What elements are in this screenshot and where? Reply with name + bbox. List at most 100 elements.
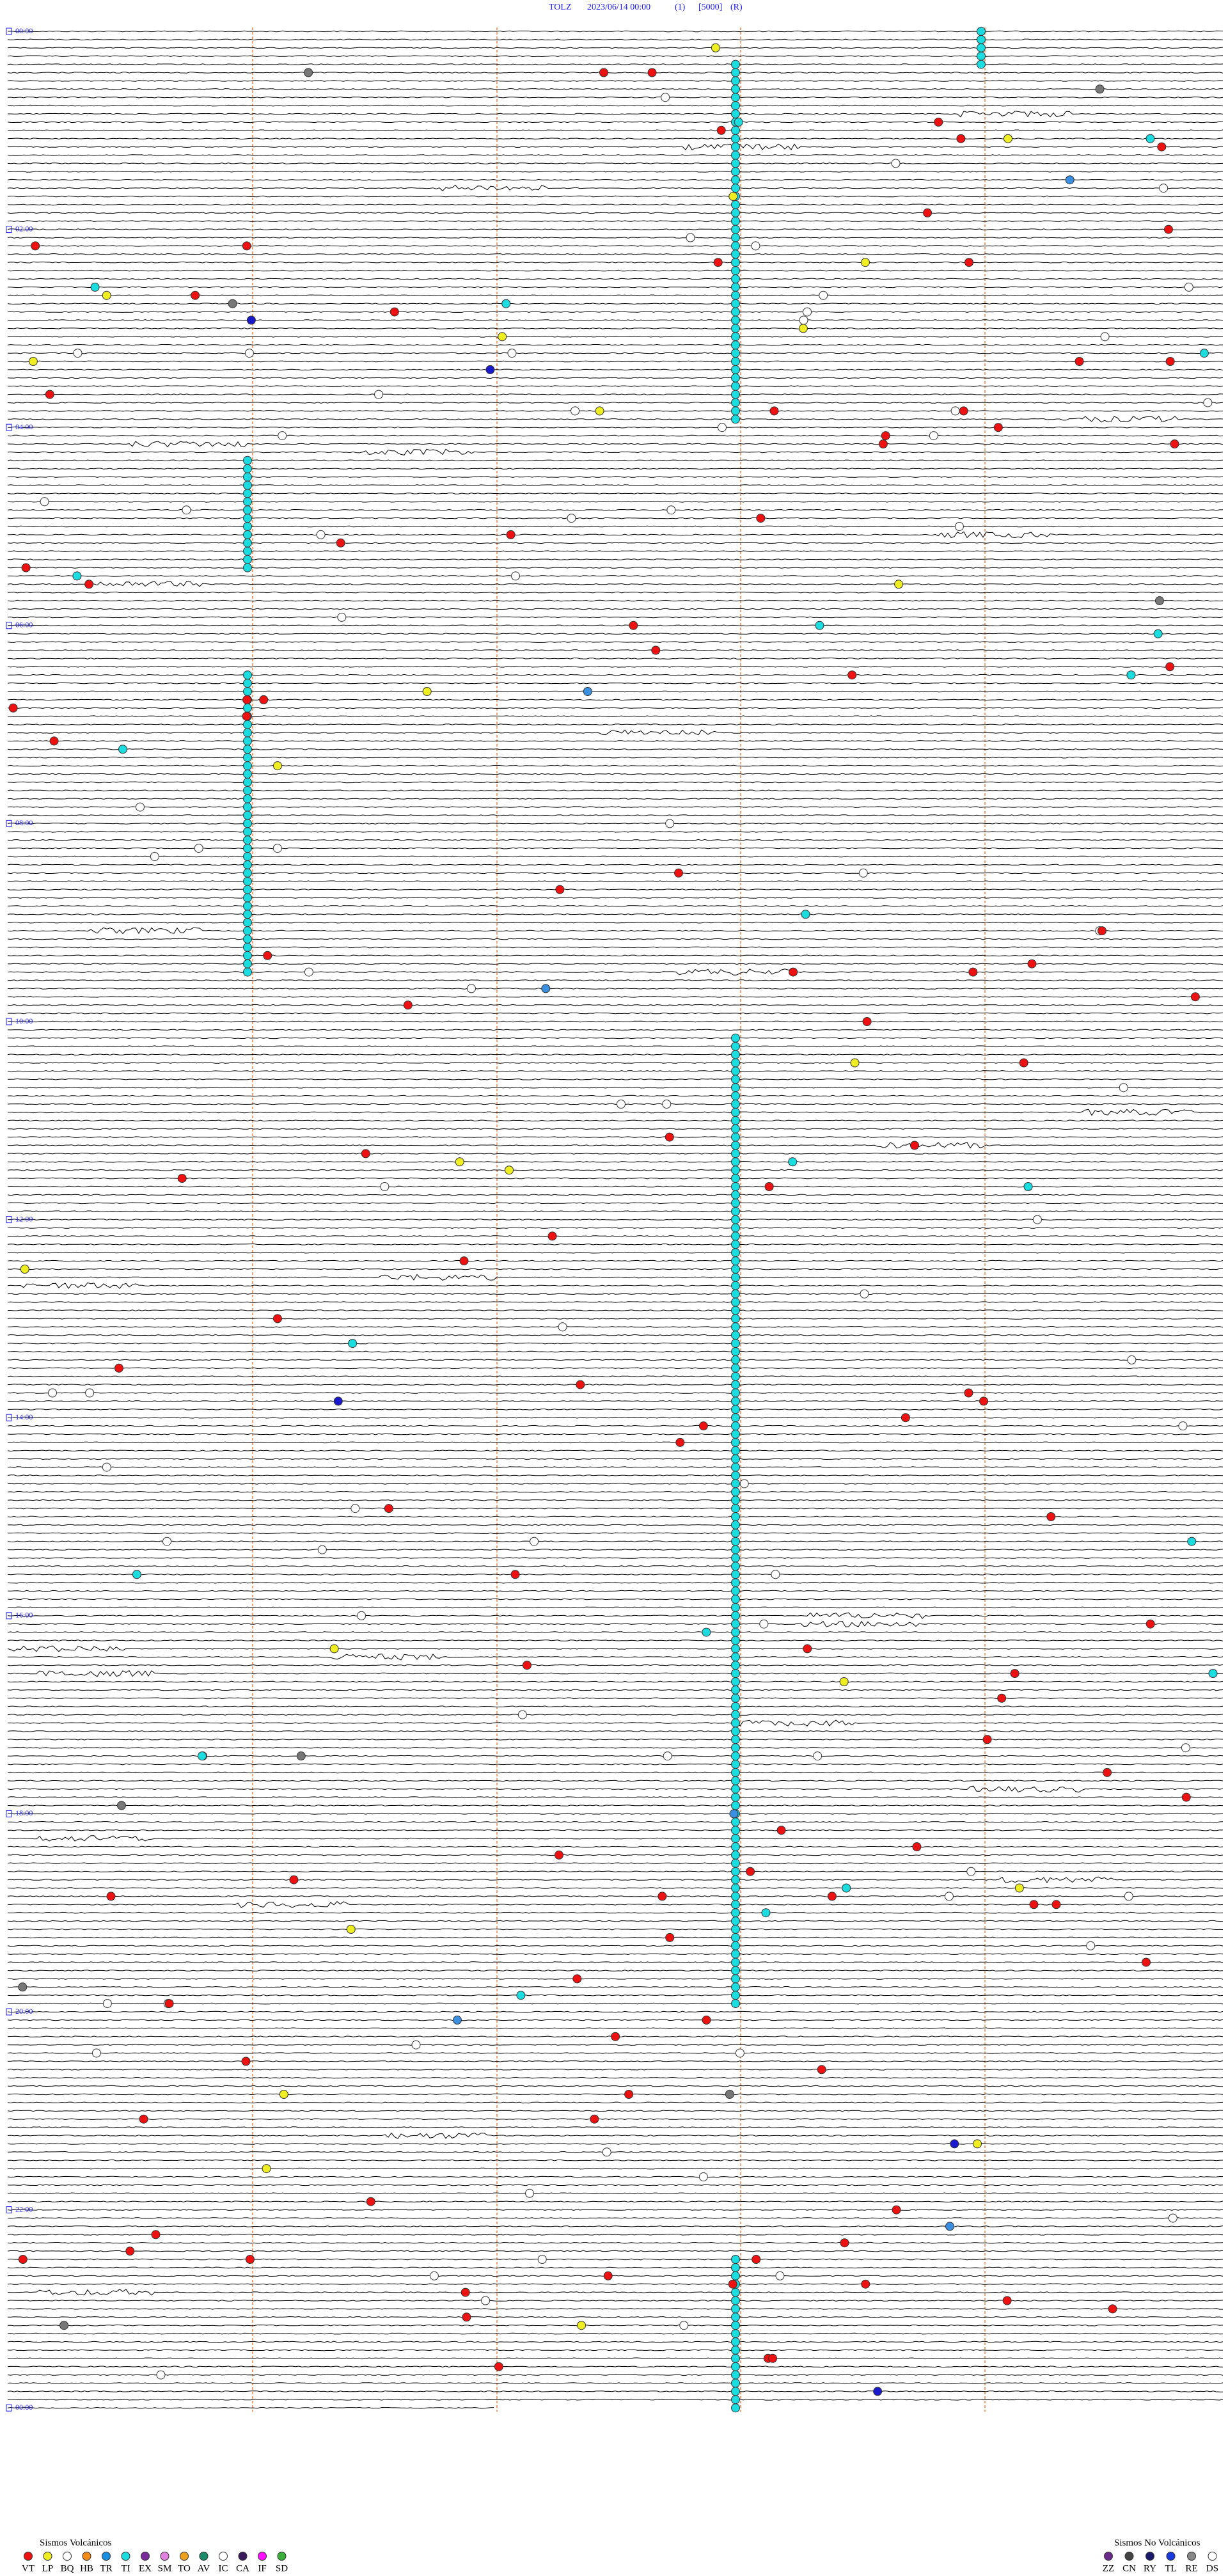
trace	[7, 1054, 1224, 1055]
event-marker	[731, 2329, 740, 2339]
event-marker	[731, 1792, 740, 1802]
event-marker	[1187, 1537, 1197, 1546]
event-marker	[1145, 134, 1155, 143]
event-marker	[296, 1751, 306, 1761]
legend-code: RE	[1185, 2563, 1197, 2573]
legend-swatch	[1208, 2552, 1217, 2561]
time-label: 00:00	[15, 26, 33, 35]
trace	[7, 2258, 1224, 2261]
trace	[7, 748, 1224, 750]
event-marker	[263, 951, 272, 960]
trace	[7, 674, 1224, 676]
event-marker	[624, 2090, 634, 2099]
event-marker	[731, 1149, 740, 1158]
event-marker	[731, 1066, 740, 1076]
event-marker	[731, 1644, 740, 1654]
trace	[7, 1274, 1224, 1281]
event-marker	[731, 398, 740, 407]
trace	[7, 1318, 1224, 1320]
legend-swatch	[258, 2552, 267, 2561]
event-marker	[1002, 2296, 1012, 2305]
event-marker	[731, 241, 740, 251]
event-marker	[731, 1396, 740, 1406]
trace	[7, 1631, 1224, 1633]
event-marker	[731, 307, 740, 317]
event-marker	[106, 1892, 116, 1901]
legend-code: CA	[236, 2563, 249, 2573]
event-marker	[73, 349, 83, 358]
event-marker	[731, 349, 740, 358]
trace	[7, 1086, 1224, 1089]
trace	[7, 2241, 1224, 2244]
event-marker	[731, 1545, 740, 1554]
event-marker	[731, 415, 740, 424]
event-marker	[862, 1017, 872, 1026]
event-marker	[731, 1215, 740, 1224]
trace	[8, 946, 1224, 949]
event-marker	[571, 406, 580, 416]
trace	[7, 426, 1223, 429]
event-marker	[731, 2296, 740, 2305]
event-marker	[665, 1132, 674, 1142]
trace	[7, 1441, 1224, 1444]
event-marker	[731, 1306, 740, 1315]
trace	[7, 2027, 1224, 2030]
legend-code: RY	[1144, 2563, 1156, 2573]
event-marker	[259, 695, 269, 704]
event-marker	[243, 835, 252, 845]
event-marker	[686, 233, 695, 242]
trace	[7, 2366, 1224, 2368]
event-marker	[731, 1710, 740, 1719]
label-box	[6, 2404, 12, 2412]
event-marker	[1004, 134, 1013, 143]
legend-swatch	[63, 2552, 72, 2561]
event-marker	[1157, 142, 1167, 152]
trace	[7, 1705, 1224, 1708]
event-marker	[272, 1314, 282, 1324]
event-marker	[728, 2279, 737, 2289]
trace	[7, 968, 1223, 976]
trace	[7, 269, 1223, 272]
trace	[7, 261, 1224, 264]
event-marker	[731, 406, 740, 416]
event-marker	[731, 1116, 740, 1125]
event-marker	[374, 390, 384, 399]
event-marker	[731, 1900, 740, 1909]
event-marker	[731, 1265, 740, 1274]
event-marker	[731, 1834, 740, 1844]
event-marker	[788, 1157, 798, 1167]
trace	[7, 228, 1224, 230]
legend-code: TR	[100, 2563, 112, 2573]
trace	[7, 581, 1224, 587]
event-marker	[731, 150, 740, 160]
trace	[7, 624, 1224, 627]
trace	[7, 1268, 1224, 1270]
trace	[7, 237, 1224, 239]
event-marker	[731, 1685, 740, 1695]
time-labels: 00:00 02:00 04:00 06:00 08:00 10:00 12:00 14:00…	[6, 26, 33, 2412]
event-marker	[577, 2321, 586, 2330]
event-marker	[977, 27, 986, 36]
trace	[7, 2398, 1224, 2401]
trace	[7, 344, 1223, 346]
trace	[7, 2060, 1224, 2062]
event-marker	[702, 2015, 711, 2025]
event-marker	[731, 1141, 740, 1150]
event-marker	[731, 76, 740, 86]
event-marker	[746, 1867, 755, 1876]
event-marker	[959, 406, 968, 416]
trace	[7, 641, 1224, 643]
event-marker	[455, 1157, 464, 1167]
event-marker	[1153, 629, 1163, 638]
legend-code: BQ	[61, 2563, 74, 2573]
event-marker	[1023, 1182, 1033, 1191]
trace	[8, 1978, 1224, 1980]
trace	[7, 616, 1224, 619]
label-box	[6, 1810, 12, 1817]
trace	[7, 2184, 1224, 2186]
event-marker	[272, 761, 282, 771]
trace	[7, 2110, 1224, 2112]
event-marker	[289, 1875, 299, 1885]
trace	[7, 138, 1224, 140]
event-marker	[891, 159, 901, 168]
